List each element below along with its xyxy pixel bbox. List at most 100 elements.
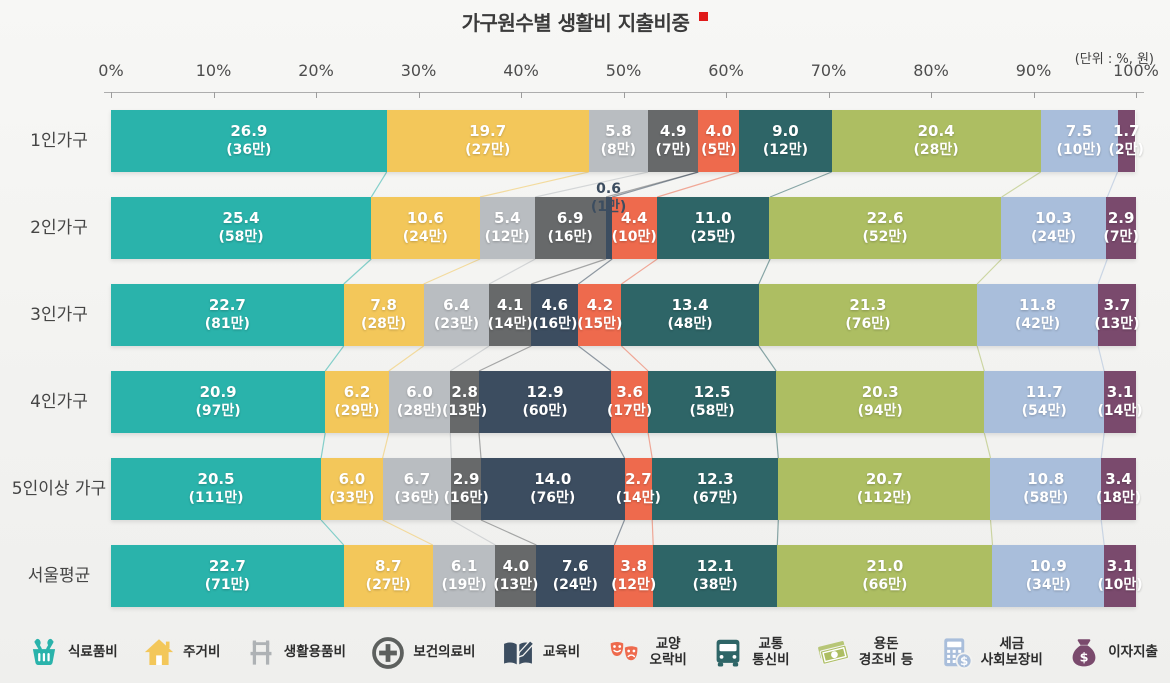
- segment-amount: (33만): [329, 490, 375, 506]
- segment-value: 20.5: [197, 470, 235, 488]
- legend-label: 교육비: [542, 644, 581, 661]
- bar-segment: 6.0 (33만): [321, 458, 383, 520]
- segment-amount: (111만): [188, 490, 244, 506]
- x-tick-label: 40%: [503, 61, 539, 80]
- x-tick-label: 90%: [1015, 61, 1052, 80]
- bar-segment: 4.4 (10만): [612, 197, 657, 259]
- row-label: 서울평균: [27, 565, 91, 586]
- segment-amount: (23만): [433, 316, 479, 332]
- segment-amount: (13만): [1094, 316, 1140, 332]
- bar-segment: 4.0 (5만): [698, 110, 740, 172]
- bar-segment: 4.6 (16만): [531, 284, 579, 346]
- bar-segment: 4.2 (15만): [577, 284, 622, 346]
- segment-value: 21.0: [866, 557, 904, 575]
- segment-value: 6.1: [450, 557, 478, 575]
- segment-value: 7.5: [1065, 122, 1093, 140]
- segment-amount: (58만): [689, 403, 735, 419]
- segment-amount: (12만): [611, 577, 657, 593]
- bar-segment: 19.7 (27만): [386, 110, 589, 172]
- bar-segment: 2.9 (16만): [444, 458, 489, 520]
- segment-value: 6.9: [556, 209, 584, 227]
- segment-value: 4.0: [502, 557, 530, 575]
- segment-amount: (17만): [607, 403, 653, 419]
- segment-amount: (48만): [667, 316, 713, 332]
- bar-segment: 4.9 (7만): [648, 110, 699, 172]
- book-pencil-icon: [499, 634, 537, 672]
- legend-item: 교통 통신비: [710, 635, 790, 671]
- segment-value: 4.6: [541, 296, 569, 314]
- stacked-bar: 20.9 (97만) 6.2 (29만) 6.0 (28만) 2.8 (13만) 12.9 (60…: [111, 371, 1143, 433]
- segment-amount: (60만): [522, 403, 568, 419]
- segment-value: 4.2: [586, 296, 614, 314]
- bar-segment: 1.7 (2만): [1109, 110, 1144, 172]
- legend-item: 식료품비: [26, 635, 118, 671]
- banknotes-icon: [813, 636, 853, 670]
- segment-value: 19.7: [469, 122, 507, 140]
- segment-amount: (19만): [441, 577, 487, 593]
- bar-segment: 26.9 (36만): [111, 110, 387, 172]
- bar-segment: 12.9 (60만): [478, 371, 612, 433]
- segment-amount: (16만): [443, 490, 489, 506]
- segment-value: 12.9: [526, 383, 564, 401]
- bar-segment: 22.7 (81만): [111, 284, 344, 346]
- house-icon: [141, 635, 177, 671]
- segment-value: 4.4: [620, 209, 648, 227]
- bar-segment: 3.1 (10만): [1097, 545, 1143, 607]
- bar-segment: 11.0 (25만): [656, 197, 770, 259]
- segment-value: 26.9: [230, 122, 268, 140]
- bar-segment: 5.4 (12만): [479, 197, 535, 259]
- legend-item: $ 세금 사회보장비: [937, 634, 1043, 672]
- x-tick-mark: [726, 92, 727, 98]
- segment-value: 10.3: [1035, 209, 1073, 227]
- segment-amount: (29만): [334, 403, 380, 419]
- segment-amount: (66만): [862, 577, 908, 593]
- money-bag-icon: $: [1066, 635, 1102, 671]
- bar-segment: 10.8 (58만): [990, 458, 1102, 520]
- bar-segment: 2.8 (13만): [442, 371, 487, 433]
- bar-segment: 3.6 (17만): [607, 371, 652, 433]
- x-tick-mark: [418, 92, 420, 98]
- x-tick-mark: [931, 92, 932, 98]
- x-tick-label: 100%: [1113, 61, 1159, 80]
- segment-amount: (16만): [547, 229, 593, 245]
- segment-amount: (71만): [204, 577, 250, 593]
- segment-value: 4.0: [705, 122, 733, 140]
- bar-segment: 11.8 (42만): [977, 284, 1098, 346]
- segment-value: 12.5: [693, 383, 731, 401]
- segment-value: 2.7: [625, 470, 652, 488]
- legend-label: 주거비: [183, 644, 221, 661]
- bar-segment: 6.0 (28만): [388, 371, 451, 433]
- bar-segment: 6.4 (23만): [423, 284, 490, 346]
- segment-value: 4.9: [659, 122, 687, 140]
- x-tick-label: 50%: [605, 61, 642, 80]
- segment-value: 2.9: [452, 470, 480, 488]
- segment-amount: (36만): [394, 490, 440, 506]
- medical-cross-icon: [369, 634, 407, 672]
- legend-label: 세금 사회보장비: [980, 636, 1043, 668]
- segment-value: 14.0: [534, 470, 572, 488]
- segment-value: 22.7: [208, 296, 246, 314]
- bar-segment: 12.3 (67만): [652, 458, 779, 520]
- segment-amount: (14만): [487, 316, 533, 332]
- segment-amount: (34만): [1025, 577, 1071, 593]
- legend-label: 이자지출: [1108, 644, 1158, 661]
- segment-value: 20.7: [865, 470, 903, 488]
- stacked-bar: 20.5 (111만) 6.0 (33만) 6.7 (36만) 2.9 (16만) 14.0 (7…: [111, 458, 1141, 520]
- bar-segment: 3.7 (13만): [1094, 284, 1140, 346]
- title-row: 가구원수별 생활비 지출비중: [0, 7, 1170, 36]
- segment-value: 10.8: [1027, 470, 1065, 488]
- x-tick-label: 80%: [913, 61, 949, 80]
- segment-value: 6.4: [443, 296, 470, 314]
- segment-amount: (14만): [1097, 403, 1143, 419]
- segment-amount: (5만): [701, 142, 737, 158]
- bar-segment: 13.4 (48만): [621, 284, 759, 346]
- segment-overflow-label: 0.6 (1만): [590, 181, 627, 215]
- bar-segment: 4.0 (13만): [493, 545, 538, 607]
- bar-segment: 12.1 (38만): [653, 545, 778, 607]
- segment-value: 20.4: [917, 122, 955, 140]
- segment-value: 3.1: [1106, 383, 1134, 401]
- legend-item: 교양 오락비: [604, 636, 687, 670]
- legend-label: 보건의료비: [413, 644, 476, 661]
- segment-amount: (94만): [857, 403, 903, 419]
